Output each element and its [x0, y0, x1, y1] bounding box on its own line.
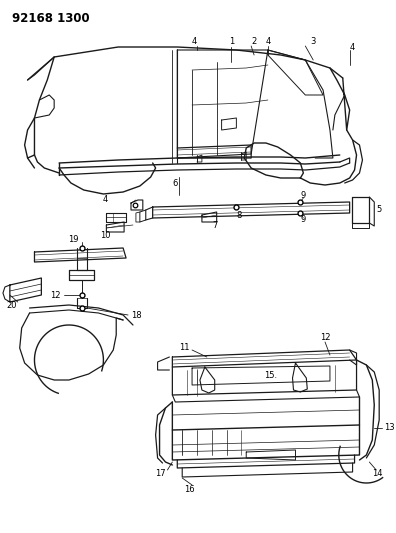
Text: 20: 20 [7, 302, 17, 311]
Text: 6: 6 [172, 179, 177, 188]
Text: 9: 9 [301, 191, 306, 200]
Text: 4: 4 [191, 37, 197, 46]
Text: 12: 12 [51, 290, 61, 300]
Text: 15.: 15. [264, 372, 277, 381]
Text: 16: 16 [184, 484, 194, 494]
Text: 92168 1300: 92168 1300 [12, 12, 89, 25]
Text: 3: 3 [310, 37, 316, 46]
Text: 12: 12 [320, 334, 330, 343]
Text: 4: 4 [265, 37, 270, 46]
Text: 7: 7 [212, 222, 217, 230]
Text: 11: 11 [179, 343, 189, 351]
Text: 13: 13 [384, 424, 395, 432]
Text: 18: 18 [131, 311, 142, 319]
Text: 8: 8 [237, 211, 242, 220]
Text: 9: 9 [301, 215, 306, 224]
Text: 5: 5 [376, 206, 381, 214]
Text: 4: 4 [103, 196, 108, 205]
Text: 1: 1 [229, 37, 234, 46]
Text: 10: 10 [100, 231, 110, 240]
Text: 4: 4 [350, 43, 355, 52]
Text: 2: 2 [251, 37, 257, 46]
Text: 17: 17 [155, 470, 166, 479]
Text: 19: 19 [68, 235, 79, 244]
Text: 14: 14 [372, 470, 383, 479]
